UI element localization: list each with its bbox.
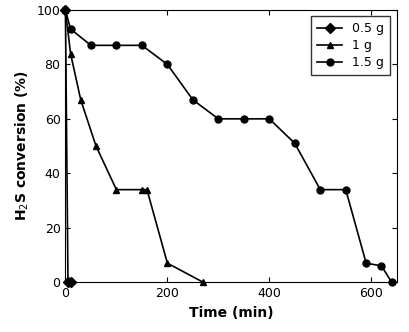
1.5 g: [63, 8, 68, 12]
1.5 g: [191, 98, 196, 102]
1.5 g: [114, 43, 119, 47]
0.5 g: [65, 280, 70, 284]
Line: 1 g: 1 g: [62, 7, 207, 286]
1 g: [139, 188, 144, 192]
1.5 g: [216, 117, 221, 121]
X-axis label: Time (min): Time (min): [189, 306, 273, 320]
0.5 g: [63, 8, 68, 12]
1.5 g: [318, 188, 323, 192]
1.5 g: [292, 141, 297, 145]
1 g: [114, 188, 119, 192]
1.5 g: [267, 117, 272, 121]
1 g: [94, 144, 99, 148]
1.5 g: [241, 117, 246, 121]
1.5 g: [165, 62, 170, 66]
1.5 g: [364, 261, 369, 265]
1 g: [165, 261, 170, 265]
1.5 g: [139, 43, 144, 47]
0.5 g: [68, 280, 73, 284]
1.5 g: [88, 43, 93, 47]
1.5 g: [343, 188, 348, 192]
Line: 1.5 g: 1.5 g: [62, 7, 395, 286]
Line: 0.5 g: 0.5 g: [62, 7, 74, 286]
1 g: [68, 51, 73, 55]
Y-axis label: H$_2$S conversion (%): H$_2$S conversion (%): [14, 71, 31, 221]
1 g: [63, 8, 68, 12]
Legend: 0.5 g, 1 g, 1.5 g: 0.5 g, 1 g, 1.5 g: [311, 16, 391, 75]
1.5 g: [68, 27, 73, 31]
1 g: [200, 280, 205, 284]
1.5 g: [389, 280, 394, 284]
1 g: [78, 98, 83, 102]
1 g: [144, 188, 149, 192]
1.5 g: [379, 264, 384, 268]
